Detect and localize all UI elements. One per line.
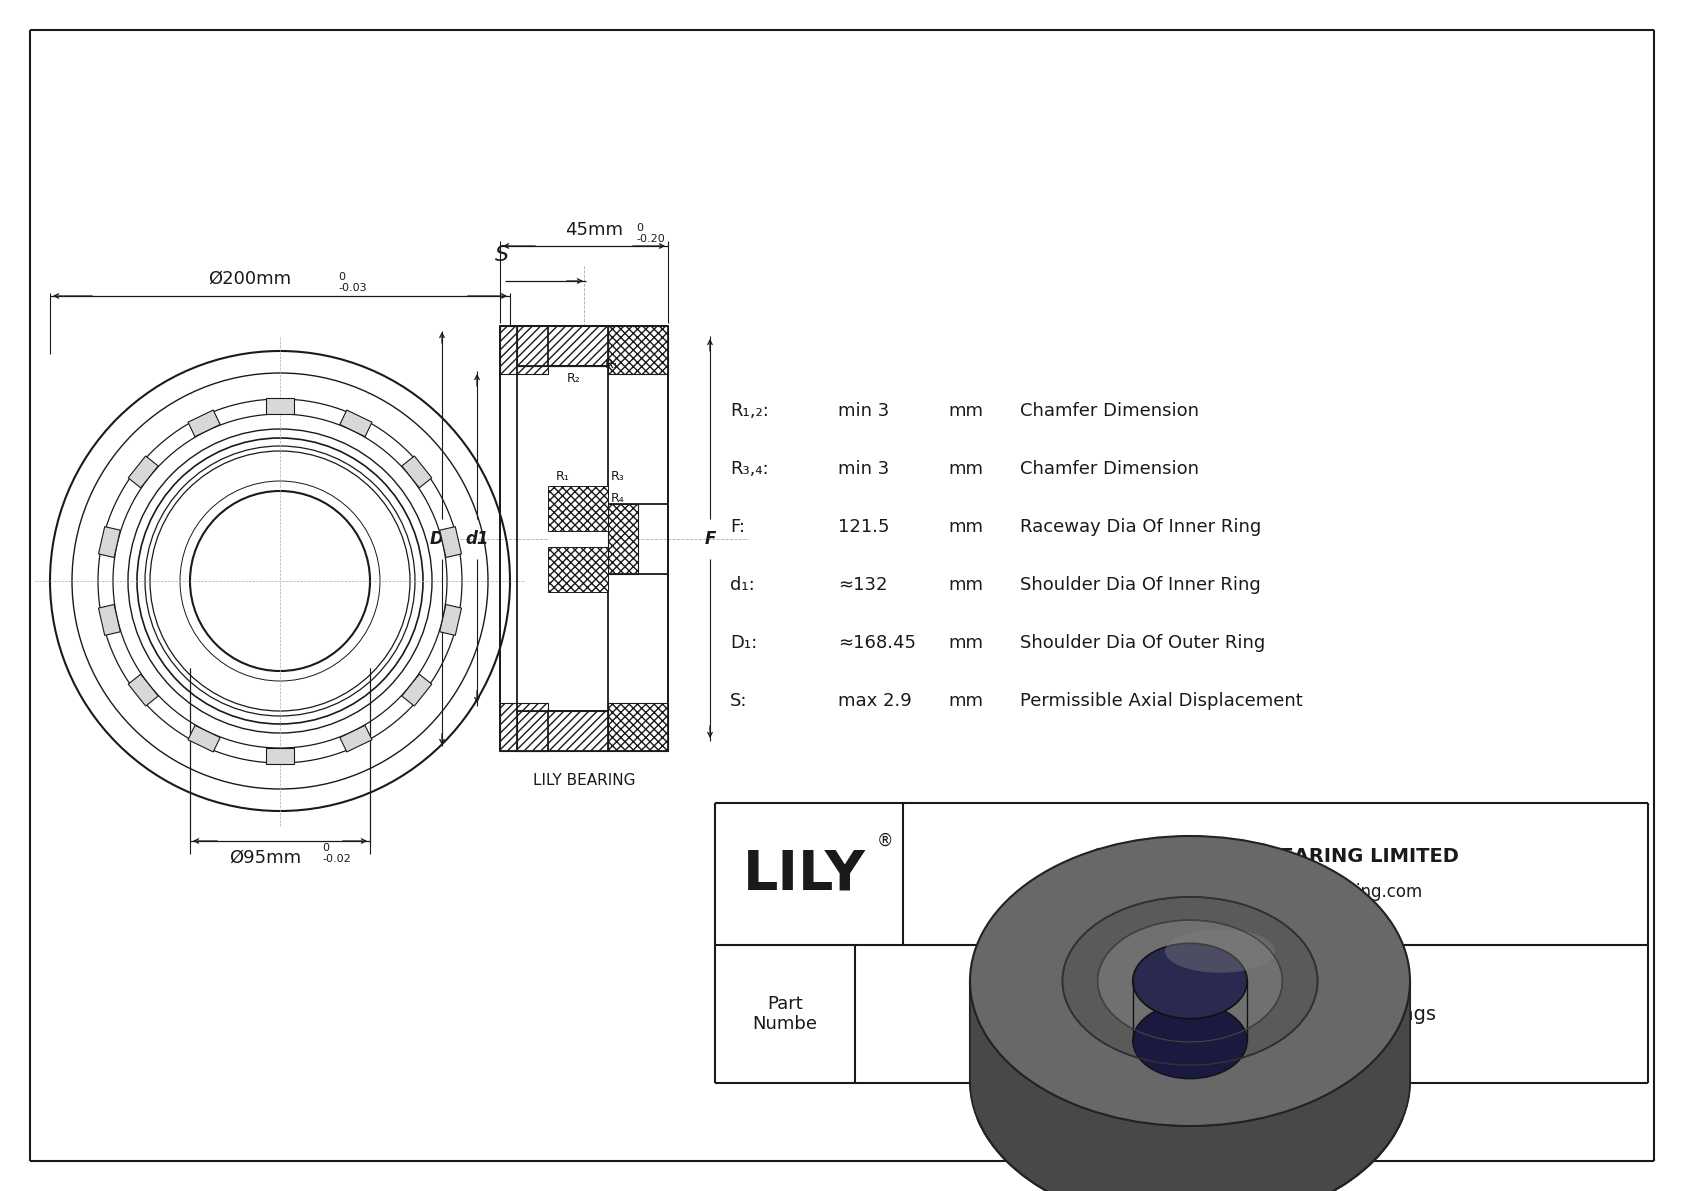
Ellipse shape [1133, 943, 1248, 1018]
Text: SHANGHAI LILY BEARING LIMITED: SHANGHAI LILY BEARING LIMITED [1093, 847, 1458, 866]
Bar [608, 326, 669, 374]
Text: mm: mm [948, 576, 983, 594]
Bar [440, 605, 461, 635]
Bar [500, 326, 547, 374]
Text: mm: mm [948, 518, 983, 536]
Text: Chamfer Dimension: Chamfer Dimension [1021, 403, 1199, 420]
Ellipse shape [1165, 929, 1275, 973]
Text: mm: mm [948, 634, 983, 651]
Text: Shoulder Dia Of Inner Ring: Shoulder Dia Of Inner Ring [1021, 576, 1261, 594]
Text: min 3: min 3 [839, 460, 889, 478]
Text: mm: mm [948, 403, 983, 420]
Bar [547, 486, 608, 530]
Bar [517, 711, 608, 752]
Text: R₁: R₁ [556, 470, 569, 484]
Text: R₁: R₁ [605, 357, 620, 370]
Text: R₁,₂:: R₁,₂: [729, 403, 770, 420]
Text: D₁:: D₁: [729, 634, 758, 651]
Text: d1: d1 [465, 530, 488, 548]
Bar [500, 326, 669, 752]
Text: R₄: R₄ [611, 492, 625, 505]
Bar [517, 326, 608, 366]
Bar [128, 674, 158, 706]
Ellipse shape [970, 836, 1410, 1125]
Text: S: S [495, 245, 509, 266]
Text: Shoulder Dia Of Outer Ring: Shoulder Dia Of Outer Ring [1021, 634, 1265, 651]
Text: ®: ® [877, 833, 893, 850]
Bar [340, 410, 372, 437]
Text: NJ 319 ECP Cylindrical Roller Bearings: NJ 319 ECP Cylindrical Roller Bearings [1066, 1004, 1436, 1023]
Text: F: F [704, 530, 716, 548]
Text: Raceway Dia Of Inner Ring: Raceway Dia Of Inner Ring [1021, 518, 1261, 536]
Text: 0: 0 [322, 843, 328, 853]
Polygon shape [970, 981, 1410, 1191]
Text: S:: S: [729, 692, 748, 710]
Text: R₃,₄:: R₃,₄: [729, 460, 768, 478]
Text: Permissible Axial Displacement: Permissible Axial Displacement [1021, 692, 1303, 710]
Text: max 2.9: max 2.9 [839, 692, 911, 710]
Bar [340, 725, 372, 752]
Text: Part
Numbe: Part Numbe [753, 994, 817, 1034]
Ellipse shape [970, 936, 1410, 1191]
Text: ≈132: ≈132 [839, 576, 887, 594]
Text: R₃: R₃ [611, 470, 625, 484]
Bar [266, 398, 295, 414]
Text: d₁:: d₁: [729, 576, 754, 594]
Text: R₂: R₂ [568, 372, 581, 385]
Text: mm: mm [948, 692, 983, 710]
Text: LILY: LILY [743, 847, 866, 902]
Bar [266, 748, 295, 763]
Bar [440, 526, 461, 557]
Bar [189, 410, 221, 437]
Text: ≈168.45: ≈168.45 [839, 634, 916, 651]
Text: LILY BEARING: LILY BEARING [532, 773, 635, 788]
Text: 0: 0 [637, 223, 643, 233]
Text: 45mm: 45mm [566, 222, 623, 239]
Bar [98, 526, 120, 557]
Text: Ø200mm: Ø200mm [209, 270, 291, 288]
Text: Ø95mm: Ø95mm [229, 849, 301, 867]
Text: Email: lilybearing@lily-bearing.com: Email: lilybearing@lily-bearing.com [1128, 883, 1423, 902]
Text: F:: F: [729, 518, 744, 536]
Bar [98, 605, 120, 635]
Ellipse shape [1063, 897, 1317, 1065]
Text: -0.03: -0.03 [338, 283, 367, 293]
Bar [128, 456, 158, 488]
Text: 121.5: 121.5 [839, 518, 889, 536]
Bar [608, 703, 669, 752]
Bar [547, 547, 608, 592]
Bar [402, 456, 431, 488]
Text: D1: D1 [429, 530, 455, 548]
Text: min 3: min 3 [839, 403, 889, 420]
Bar [402, 674, 431, 706]
Ellipse shape [1133, 1003, 1248, 1079]
Text: -0.20: -0.20 [637, 233, 665, 244]
Bar [189, 725, 221, 752]
Bar [608, 504, 638, 574]
Bar [500, 703, 547, 752]
Text: 0: 0 [338, 272, 345, 282]
Text: R₂: R₂ [556, 492, 569, 505]
Text: -0.02: -0.02 [322, 854, 350, 863]
Text: mm: mm [948, 460, 983, 478]
Ellipse shape [1098, 921, 1283, 1042]
Bar [547, 366, 608, 711]
Text: Chamfer Dimension: Chamfer Dimension [1021, 460, 1199, 478]
